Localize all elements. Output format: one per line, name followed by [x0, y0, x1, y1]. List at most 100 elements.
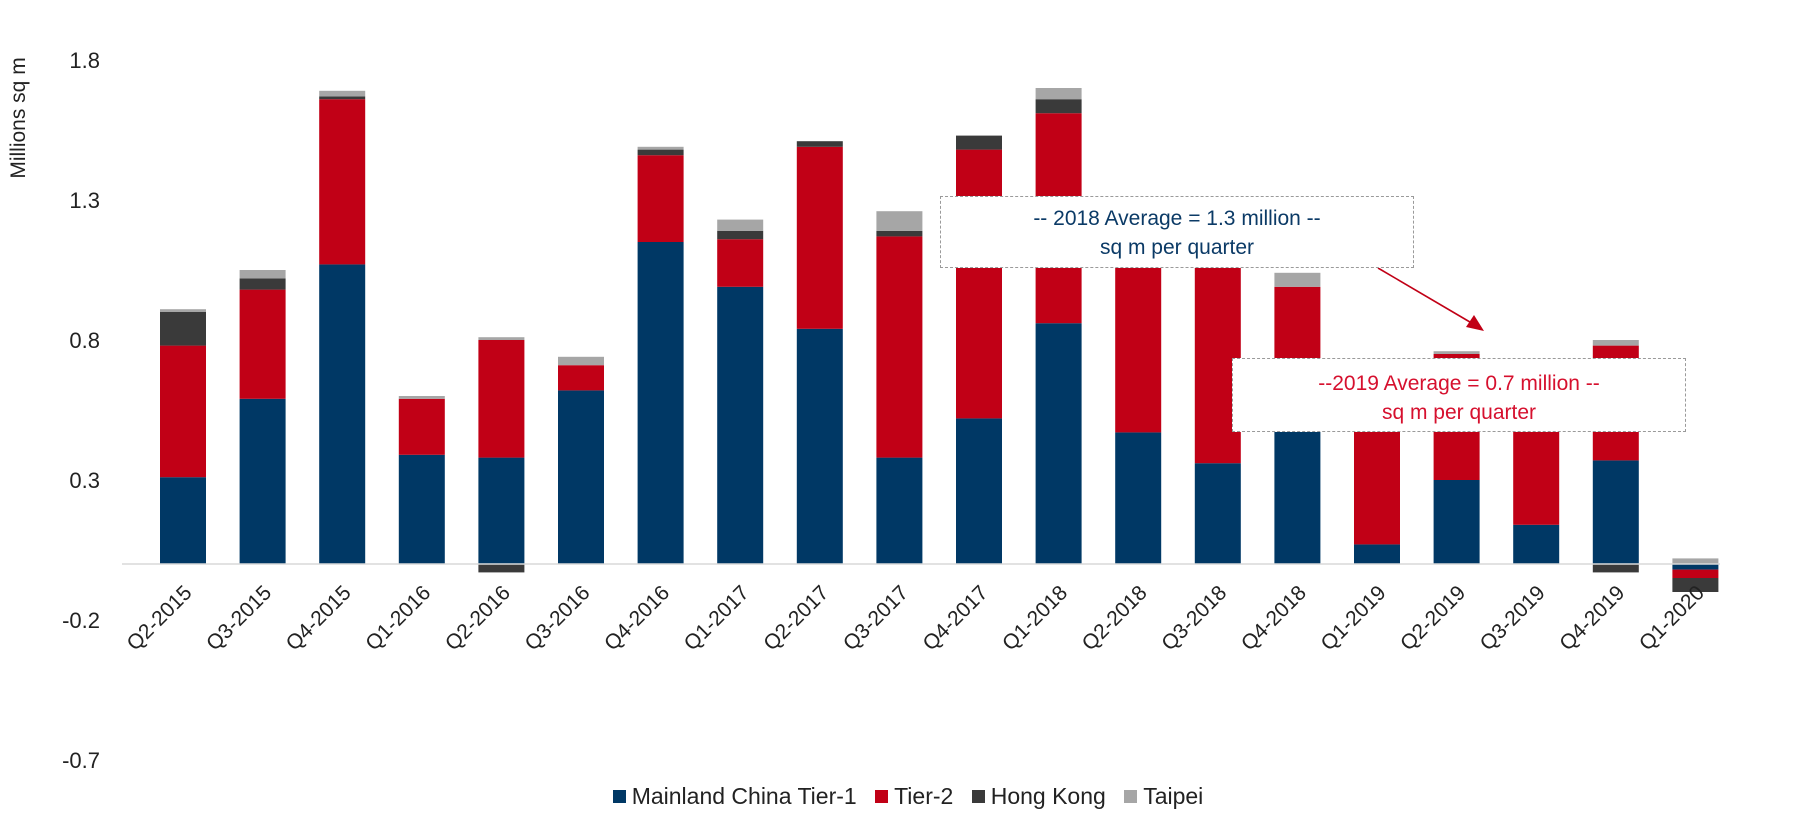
y-tick-label: 1.8	[69, 48, 100, 73]
legend-swatch-tier1	[612, 790, 626, 803]
bar-segment	[160, 477, 206, 564]
bar-segment	[1194, 463, 1241, 564]
y-axis-title: Millions sq m	[7, 57, 30, 178]
bar-segment	[956, 135, 1002, 150]
bar-segment	[239, 398, 286, 564]
x-axis-categories: Q2-2015 Q3-2015 Q4-2015 Q1-2016 Q2-2016 Q3-20…	[122, 581, 1708, 655]
bar-segment	[319, 264, 366, 564]
bar-segment	[239, 278, 286, 290]
bar-segment	[558, 390, 604, 564]
bar-segment	[478, 564, 525, 573]
x-category-label: Q2-2016	[441, 581, 515, 655]
bar-segment	[1592, 460, 1639, 564]
annotation-2018-line2: sq m per quarter	[1099, 236, 1255, 259]
y-tick-label: -0.2	[62, 608, 100, 633]
bar-segment	[1672, 569, 1719, 578]
bar-segment	[1433, 351, 1480, 354]
bar-segment	[160, 312, 206, 346]
bar-segment	[160, 345, 206, 478]
bar-segment	[319, 96, 366, 100]
bar-segment	[1433, 480, 1480, 564]
annotation-2018-average: -- 2018 Average = 1.3 million -- sq m pe…	[940, 196, 1414, 268]
x-category-label: Q3-2017	[839, 581, 913, 655]
bar-segment	[1274, 429, 1321, 564]
bar-segment	[956, 149, 1002, 419]
bar-segment	[1274, 272, 1321, 287]
x-category-label: Q1-2016	[361, 581, 435, 655]
bar-segment	[1672, 578, 1719, 592]
legend-item-tier2: Tier-2	[875, 783, 953, 810]
bar-segment	[1035, 88, 1082, 100]
legend-label-taipei: Taipei	[1143, 783, 1204, 809]
y-tick-label: 0.3	[69, 468, 100, 493]
x-category-label: Q3-2015	[202, 581, 276, 655]
callout-arrow	[1377, 267, 1476, 326]
bar-segment	[637, 149, 684, 156]
annotation-2019-line1: --2019 Average = 0.7 million --	[1318, 372, 1600, 395]
legend-swatch-hong-kong	[971, 790, 985, 803]
bar-segment	[876, 236, 923, 458]
x-category-label: Q3-2016	[520, 581, 594, 655]
legend-swatch-taipei	[1124, 790, 1138, 803]
bar-segment	[398, 454, 445, 564]
x-category-label: Q4-2019	[1555, 581, 1629, 655]
bar-segment	[1672, 558, 1719, 564]
bar-segment	[956, 418, 1002, 564]
legend-label-tier1: Mainland China Tier-1	[631, 783, 857, 809]
bar-segment	[1513, 524, 1560, 564]
bar-segment	[319, 90, 366, 97]
bar-segment	[1592, 340, 1639, 346]
chart-legend: Mainland China Tier-1 Tier-2 Hong Kong T…	[0, 782, 1816, 810]
x-category-label: Q1-2020	[1635, 581, 1709, 655]
bar-segment	[1115, 432, 1162, 564]
x-category-label: Q3-2019	[1476, 581, 1550, 655]
annotation-2018-line1: -- 2018 Average = 1.3 million --	[1033, 207, 1321, 230]
bar-segment	[558, 365, 604, 391]
bar-segment	[398, 396, 445, 399]
legend-item-taipei: Taipei	[1124, 783, 1203, 810]
x-category-label: Q4-2015	[282, 581, 356, 655]
bar-segment	[478, 337, 525, 340]
callout-arrow-head	[1466, 315, 1484, 331]
x-category-label: Q4-2016	[600, 581, 674, 655]
bar-segment	[717, 239, 764, 287]
x-category-label: Q4-2018	[1237, 581, 1311, 655]
bar-segment	[1354, 544, 1400, 564]
x-category-label: Q1-2018	[998, 581, 1072, 655]
x-category-label: Q2-2017	[759, 581, 833, 655]
legend-item-tier1: Mainland China Tier-1	[612, 783, 857, 810]
bar-segment	[637, 146, 684, 150]
x-category-label: Q2-2019	[1396, 581, 1470, 655]
bar-segment	[1035, 99, 1082, 114]
x-category-label: Q1-2019	[1316, 581, 1390, 655]
bar-segment	[1035, 323, 1082, 564]
legend-label-hong-kong: Hong Kong	[990, 783, 1106, 809]
y-tick-label: 1.3	[69, 188, 100, 213]
bar-segment	[558, 356, 604, 366]
bar-segment	[1672, 564, 1719, 570]
y-axis-ticks: 1.8 1.3 0.8 0.3 -0.2 -0.7	[62, 48, 100, 773]
legend-item-hong-kong: Hong Kong	[971, 783, 1106, 810]
x-category-label: Q2-2015	[122, 581, 196, 655]
bar-segment	[796, 141, 843, 147]
y-tick-label: -0.7	[62, 748, 100, 773]
bar-segment	[239, 270, 286, 279]
bar-segment	[478, 457, 525, 564]
bar-segment	[876, 211, 923, 231]
bar-segment	[717, 230, 764, 240]
annotation-2019-line2: sq m per quarter	[1381, 401, 1537, 424]
bars	[160, 88, 1719, 592]
x-category-label: Q2-2018	[1078, 581, 1152, 655]
bar-segment	[796, 328, 843, 564]
bar-segment	[637, 242, 684, 564]
annotation-2019-average: --2019 Average = 0.7 million -- sq m per…	[1232, 358, 1686, 432]
bar-segment	[319, 99, 366, 265]
x-category-label: Q1-2017	[680, 581, 754, 655]
bar-segment	[717, 286, 764, 564]
bar-segment	[478, 340, 525, 458]
bar-segment	[876, 230, 923, 237]
bar-segment	[876, 457, 923, 564]
y-tick-label: 0.8	[69, 328, 100, 353]
x-category-label: Q3-2018	[1157, 581, 1231, 655]
bar-segment	[398, 398, 445, 455]
